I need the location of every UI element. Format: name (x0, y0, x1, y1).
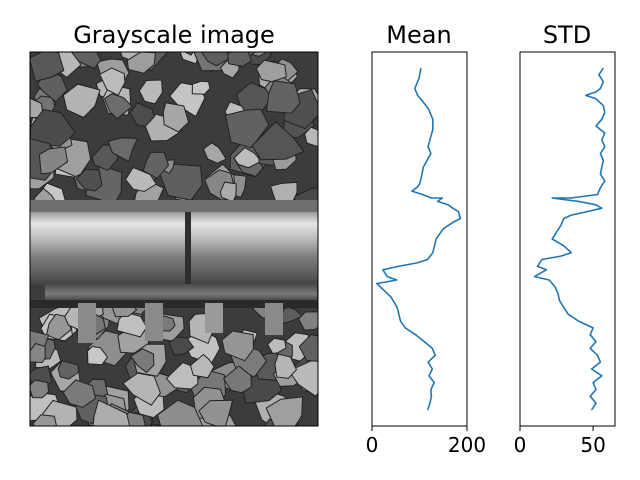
rock (107, 137, 139, 163)
ballast-rocks-top (30, 52, 318, 219)
rock (129, 348, 155, 374)
mean-line (376, 67, 462, 411)
mean-x-ticks: 0 200 (366, 426, 486, 457)
mean-panel: Mean 0 200 (366, 21, 486, 457)
rock (57, 360, 80, 380)
rock (138, 79, 163, 105)
rock (30, 52, 65, 82)
std-series (533, 67, 606, 411)
rock (267, 337, 287, 355)
rock (149, 423, 162, 426)
rock (156, 399, 204, 426)
rock (48, 427, 66, 444)
rock (86, 345, 109, 366)
rock (189, 353, 215, 379)
rock (70, 52, 102, 70)
rock (233, 146, 263, 169)
rock (122, 372, 161, 406)
mean-axes-frame (371, 51, 468, 427)
rock (30, 342, 46, 364)
rock (274, 353, 298, 379)
grayscale-image (30, 52, 318, 444)
rock (126, 52, 156, 74)
rock (92, 399, 131, 426)
rock (304, 126, 318, 148)
rock (298, 333, 318, 362)
std-panel: STD 0 50 (514, 21, 616, 457)
rock (162, 102, 190, 133)
image-title: Grayscale image (73, 21, 275, 49)
rock (75, 168, 103, 192)
rock (297, 311, 318, 331)
mean-title: Mean (386, 21, 451, 49)
rock (224, 108, 270, 149)
mean-tick-label: 0 (366, 433, 379, 457)
rock (202, 142, 227, 164)
image-panel: Grayscale image (29, 21, 319, 444)
mean-tick-label: 200 (448, 433, 486, 457)
rock (41, 52, 42, 53)
rock (168, 336, 195, 356)
image-frame (29, 51, 319, 427)
rock (142, 151, 170, 180)
rock (30, 109, 76, 147)
rock (38, 146, 69, 175)
rock (62, 379, 97, 408)
std-x-ticks: 0 50 (514, 426, 606, 457)
rock (265, 396, 304, 426)
rock (198, 399, 234, 426)
std-tick-label: 0 (514, 433, 527, 457)
std-tick-label: 50 (580, 433, 605, 457)
rock (62, 83, 101, 118)
rock (222, 365, 252, 394)
rock (129, 102, 155, 127)
rock (251, 121, 305, 161)
rock (32, 414, 58, 426)
rock (226, 52, 253, 67)
rail (30, 200, 318, 308)
std-line (533, 67, 606, 411)
rock (265, 80, 301, 114)
std-title: STD (543, 21, 591, 49)
rail-fasteners (78, 303, 283, 343)
rock (221, 330, 254, 362)
rock (103, 93, 134, 120)
rock (191, 80, 211, 95)
rock (183, 52, 194, 56)
rock (255, 59, 287, 83)
rock (30, 379, 50, 399)
std-axes-frame (519, 51, 616, 427)
mean-series (376, 67, 462, 411)
